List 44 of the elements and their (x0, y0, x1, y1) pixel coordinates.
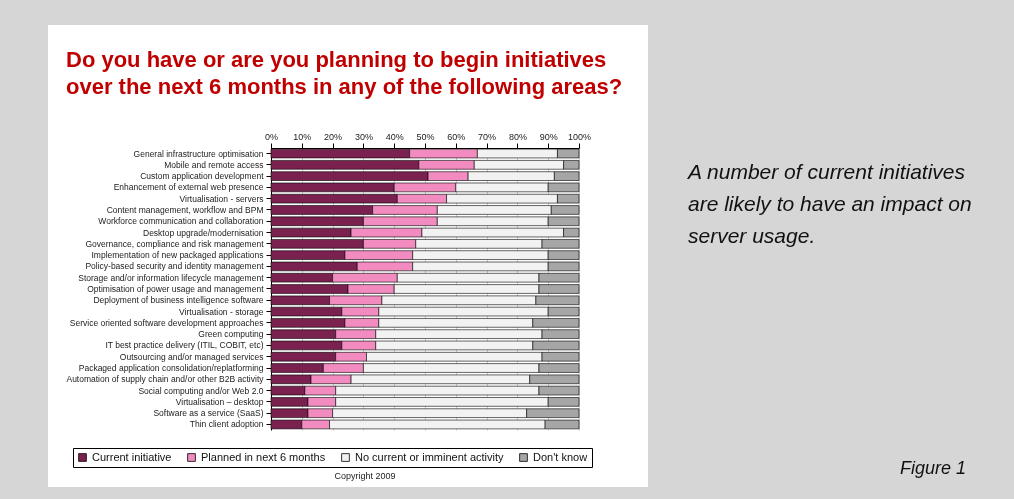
y-tick-label: Custom application development (140, 171, 265, 182)
y-tick-label: Desktop upgrade/modernisation (143, 227, 264, 238)
y-tick-label: Virtualisation - storage (179, 306, 264, 317)
y-tick-label: Storage and/or information lifecycle management (78, 272, 265, 283)
y-tick-label: Deployment of business intelligence software (93, 295, 264, 306)
text: Copyright 2009 (333, 471, 397, 481)
x-tick-label: 10% (293, 131, 312, 142)
x-tick-label: 40% (385, 131, 404, 142)
y-tick-label: Policy-based security and identity management (85, 261, 265, 272)
x-tick-label: 30% (354, 131, 373, 142)
chart-title: Do you have or are you planning to begin initiatives over the next 6 months in any of the following areas? (66, 46, 624, 100)
legend-label: No current or imminent activity (355, 450, 505, 463)
y-tick-label: Social computing and/or Web 2.0 (138, 385, 264, 396)
caption: Figure 1 (900, 458, 967, 479)
y-tick-label: Green computing (198, 329, 264, 340)
y-tick-label: Software as a service (SaaS) (153, 408, 264, 419)
y-tick-label: Virtualisation – desktop (175, 396, 264, 407)
y-tick-label: Automation of supply chain and/or other B2B activity (66, 374, 265, 385)
x-tick-label: 0% (264, 131, 279, 142)
y-tick-label: Outsourcing and/or managed services (119, 351, 264, 362)
y-tick-label: Content management, workflow and BPM (106, 204, 264, 215)
text: A number of current initiatives are likely to have an impact on server usage. (688, 159, 973, 249)
y-tick-label: Thin client adoption (189, 419, 264, 430)
x-tick-label: 100% (567, 131, 592, 142)
y-tick-label: General infrastructure optimisation (133, 148, 264, 159)
y-tick-label: Virtualisation - servers (179, 193, 264, 204)
x-tick-label: 90% (539, 131, 558, 142)
x-tick-label: 50% (416, 131, 435, 142)
y-tick-label: Optimisation of power usage and management (87, 284, 265, 294)
legend-label: Planned in next 6 months (201, 450, 326, 463)
y-tick-label: Governance, compliance and risk management (85, 238, 265, 249)
x-tick-label: 70% (478, 131, 497, 142)
y-tick-label: IT best practice delivery (ITIL, COBIT, etc) (105, 340, 264, 351)
y-tick-label: Service oriented software development approaches (69, 317, 264, 328)
y-tick-label: Packaged application consolidation/replatforming (78, 363, 264, 374)
y-tick-label: Implementation of new packaged applications (91, 250, 264, 261)
x-tick-label: 20% (324, 131, 343, 142)
x-tick-label: 60% (447, 131, 466, 142)
y-tick-label: Workforce communication and collaboration (98, 216, 264, 227)
legend-label: Current initiative (92, 450, 172, 463)
x-tick-label: 80% (508, 131, 527, 142)
y-tick-label: Mobile and remote access (164, 159, 264, 170)
legend-label: Don't know (533, 450, 588, 463)
y-tick-label: Enhancement of external web presence (113, 182, 264, 193)
